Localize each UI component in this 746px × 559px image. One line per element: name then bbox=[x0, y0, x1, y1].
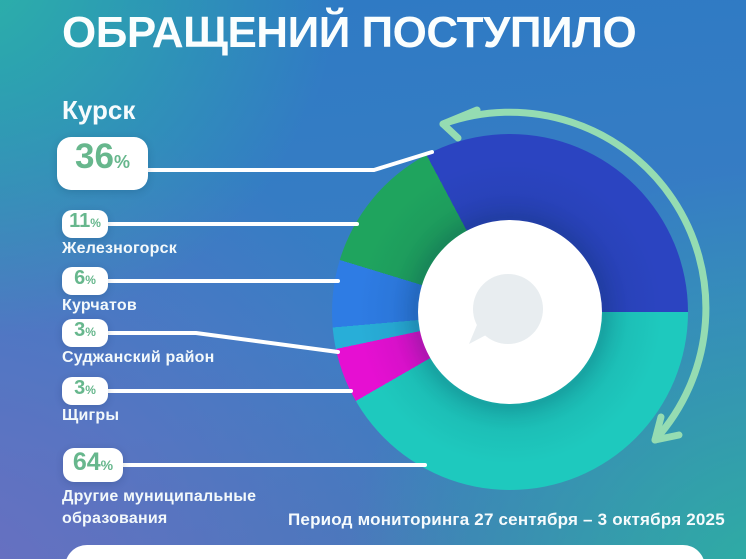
label-shchigry: Щигры bbox=[62, 407, 120, 424]
percent-sign: % bbox=[100, 457, 114, 473]
value-badge-sudzhansky: 3% bbox=[62, 319, 108, 347]
value-badge-zheleznogorsk: 11% bbox=[62, 210, 108, 238]
value-badge-kursk: 36% bbox=[57, 137, 148, 190]
percent-sign: % bbox=[85, 325, 96, 339]
bottom-card bbox=[65, 545, 705, 559]
percent-sign: % bbox=[85, 273, 96, 287]
value-kurchatov: 6 bbox=[74, 267, 86, 289]
label-sudzhansky: Суджанский район bbox=[62, 349, 215, 366]
value-badge-shchigry: 3% bbox=[62, 377, 108, 405]
value-badge-other: 64% bbox=[63, 448, 123, 482]
value-kursk: 36 bbox=[75, 137, 114, 176]
value-other: 64 bbox=[72, 448, 101, 476]
percent-sign: % bbox=[113, 152, 130, 172]
percent-sign: % bbox=[90, 216, 101, 230]
monitoring-period: Период мониторинга 27 сентября – 3 октяб… bbox=[288, 510, 725, 529]
label-zheleznogorsk: Железногорск bbox=[62, 240, 177, 257]
speech-bubble-icon bbox=[473, 274, 543, 344]
value-sudzhansky: 3 bbox=[74, 319, 86, 341]
legend-heading-kursk: Курск bbox=[62, 95, 136, 125]
value-zheleznogorsk: 11 bbox=[69, 210, 91, 232]
percent-sign: % bbox=[85, 383, 96, 397]
label-other: Другие муниципальные образования bbox=[62, 488, 257, 527]
value-shchigry: 3 bbox=[74, 377, 86, 399]
label-kurchatov: Курчатов bbox=[62, 297, 137, 314]
page-title: ОБРАЩЕНИЙ ПОСТУПИЛО bbox=[62, 8, 637, 57]
callout-line-kursk bbox=[144, 150, 434, 172]
value-badge-kurchatov: 6% bbox=[62, 267, 108, 295]
